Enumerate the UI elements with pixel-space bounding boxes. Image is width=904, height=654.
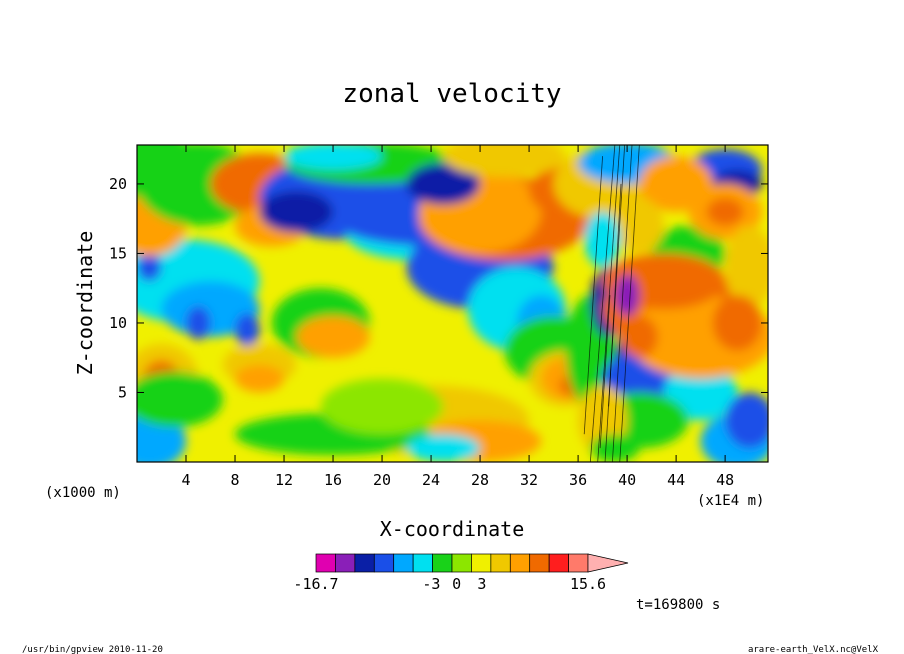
field-blob [712, 295, 762, 351]
colorbar-segment [490, 553, 511, 573]
chart-title: zonal velocity [342, 79, 561, 109]
front-streaks [583, 145, 640, 462]
x-tick-label: 48 [716, 471, 734, 489]
plot-frame [136, 144, 769, 463]
colorbar-segment [373, 553, 395, 573]
footer-left: /usr/bin/gpview 2010-11-20 [22, 645, 163, 654]
colorbar-segment [354, 553, 375, 573]
colorbar-segment [548, 553, 569, 573]
y-tick-label: 10 [109, 314, 127, 332]
colorbar-tick-labels: -16.7 -3 0 3 15.6 [293, 575, 606, 593]
field-blob [584, 211, 621, 268]
x-tick-label: 28 [471, 471, 489, 489]
footer-right: arare-earth_VelX.nc@VelX [748, 645, 879, 654]
time-annotation: t=169800 s [636, 597, 720, 613]
field-blob [186, 306, 211, 340]
colorbar-segment [568, 553, 589, 573]
y-tick-label: 20 [109, 175, 127, 193]
x-tick-label: 16 [324, 471, 342, 489]
field-blob [296, 316, 370, 358]
front-streak [608, 183, 622, 407]
x-unit-label: (x1000 m) [45, 485, 121, 501]
field-blob [320, 378, 444, 435]
front-streak [597, 145, 621, 462]
field-blob [620, 316, 658, 358]
colorbar-tick-label: 3 [477, 575, 486, 593]
field-blob [137, 371, 223, 428]
colorbar-segment [529, 553, 550, 573]
x-tick-label: 24 [422, 471, 440, 489]
velocity-field [137, 145, 768, 462]
field-blob [725, 392, 768, 449]
colorbar-extension [587, 553, 629, 573]
colorbar-segment [509, 553, 531, 573]
x-axis-label: X-coordinate [380, 517, 525, 541]
field-blob [235, 313, 260, 347]
x-axis-ticks: 4 8 12 16 20 24 28 32 36 40 44 48 [181, 145, 734, 489]
x-tick-label: 4 [181, 471, 190, 489]
field-blob [406, 434, 481, 462]
field-blob [443, 145, 566, 177]
colorbar-segment [432, 553, 453, 573]
x-tick-label: 40 [618, 471, 636, 489]
field-blob [137, 253, 162, 282]
x-tick-label: 20 [373, 471, 391, 489]
front-streak [604, 145, 626, 462]
colorbar-tick-label: 15.6 [570, 575, 606, 593]
colorbar-tick-label: -3 [422, 575, 440, 593]
y-tick-label: 15 [109, 244, 127, 262]
colorbar-tick-label: 0 [452, 575, 461, 593]
field-blob [235, 364, 285, 393]
colorbar-segment [393, 553, 414, 573]
field-blob [706, 197, 744, 226]
colorbar [315, 553, 629, 573]
field-blob [614, 197, 664, 254]
field-blob [259, 190, 334, 233]
front-streak [599, 295, 611, 449]
front-streak [619, 145, 640, 462]
colorbar-segment [412, 553, 433, 573]
y-axis-ticks: 5 10 15 20 [109, 175, 768, 401]
colorbar-segment [315, 553, 336, 573]
colorbar-segment [335, 553, 356, 573]
y-axis-label: Z-coordinate [73, 231, 97, 376]
x-tick-label: 32 [520, 471, 538, 489]
field-blob [639, 156, 713, 212]
colorbar-segment [451, 553, 472, 573]
y-tick-label: 5 [118, 383, 127, 401]
front-streak [583, 156, 603, 435]
field-blob [663, 364, 738, 421]
colorbar-tick-label: -16.7 [293, 575, 338, 593]
field-blob [614, 274, 640, 317]
x-tick-label: 36 [569, 471, 587, 489]
colorbar-segment [471, 553, 492, 573]
front-streak [589, 145, 616, 462]
field-blob [406, 163, 481, 205]
y-unit-label: (x1E4 m) [697, 493, 764, 509]
field-blob [725, 225, 768, 310]
front-streak [611, 145, 633, 462]
field-blob [284, 145, 383, 171]
x-tick-label: 8 [231, 471, 240, 489]
x-tick-label: 44 [667, 471, 685, 489]
x-tick-label: 12 [275, 471, 293, 489]
